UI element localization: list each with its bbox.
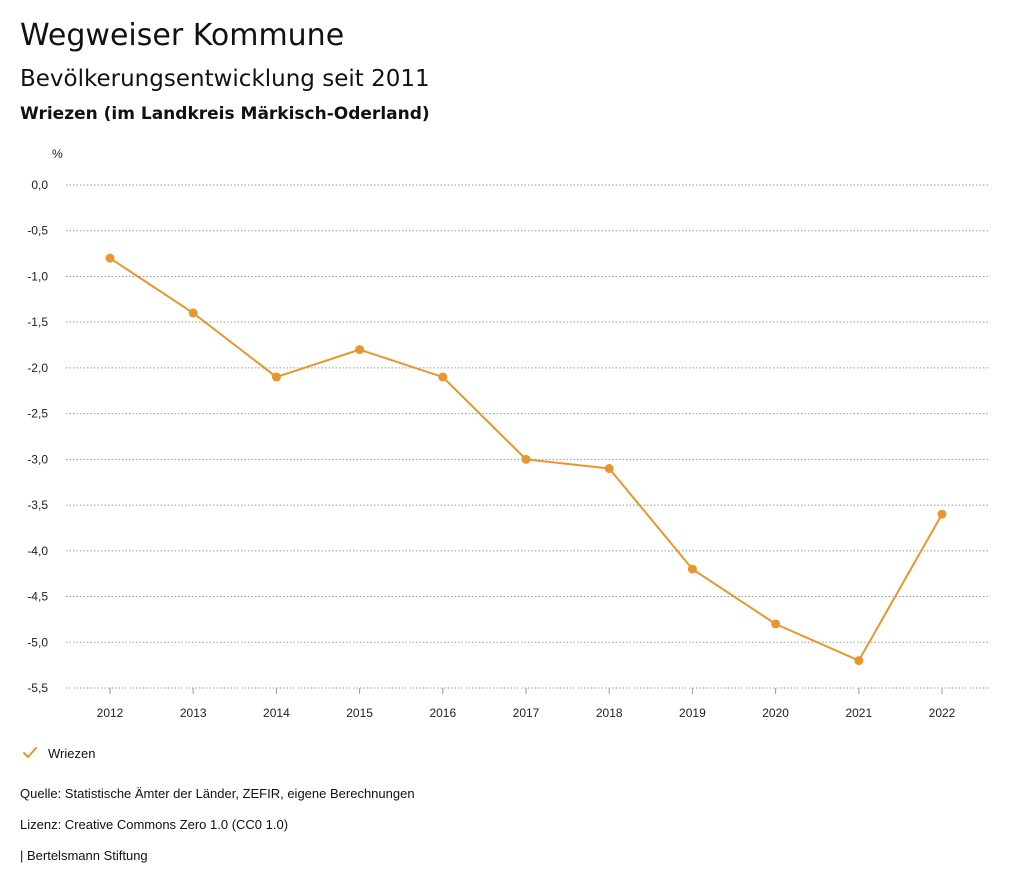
brand-note: | Bertelsmann Stiftung <box>20 848 148 863</box>
y-tick-label: -5,0 <box>27 635 48 649</box>
data-point <box>521 454 531 464</box>
x-tick-label: 2017 <box>513 706 540 720</box>
data-point <box>687 564 697 574</box>
y-tick-label: -5,5 <box>27 681 48 695</box>
x-tick-label: 2021 <box>845 706 872 720</box>
data-point <box>854 656 864 666</box>
y-tick-label: -2,0 <box>27 361 48 375</box>
region-label: Wriezen (im Landkreis Märkisch-Oderland) <box>20 104 430 124</box>
x-tick-label: 2018 <box>596 706 623 720</box>
data-point <box>604 464 614 474</box>
data-point <box>771 619 781 629</box>
check-icon <box>23 747 37 758</box>
y-tick-label: -3,5 <box>27 498 48 512</box>
y-tick-label: -4,0 <box>27 544 48 558</box>
y-tick-label: -2,5 <box>27 407 48 421</box>
y-tick-label: -1,5 <box>27 315 48 329</box>
legend-label: Wriezen <box>48 745 96 761</box>
y-tick-label: -4,5 <box>27 590 48 604</box>
chart-subtitle: Bevölkerungsentwicklung seit 2011 <box>20 66 430 92</box>
data-point <box>188 308 198 318</box>
x-tick-label: 2013 <box>180 706 207 720</box>
source-note: Quelle: Statistische Ämter der Länder, Z… <box>20 786 415 801</box>
data-point <box>937 509 947 519</box>
y-tick-label: -0,5 <box>27 224 48 238</box>
data-point <box>438 372 448 382</box>
x-tick-label: 2012 <box>97 706 124 720</box>
data-point <box>355 345 365 355</box>
x-tick-label: 2019 <box>679 706 706 720</box>
x-tick-label: 2014 <box>263 706 290 720</box>
license-note: Lizenz: Creative Commons Zero 1.0 (CC0 1… <box>20 817 289 832</box>
y-tick-label: 0,0 <box>31 178 48 192</box>
x-tick-label: 2022 <box>929 706 956 720</box>
y-axis-unit-label: % <box>52 147 63 161</box>
y-tick-label: -1,0 <box>27 269 48 283</box>
chart-title: Wegweiser Kommune <box>20 18 345 53</box>
y-tick-label: -3,0 <box>27 452 48 466</box>
x-tick-label: 2015 <box>346 706 373 720</box>
x-tick-label: 2016 <box>429 706 456 720</box>
data-point <box>271 372 281 382</box>
line-chart: % 0,0 -0,5 -1,0 -1,5 -2,0 -2,5 -3,0 -3,5 -4,0 -4,5… <box>27 147 990 720</box>
legend[interactable]: Wriezen <box>22 745 95 761</box>
data-point <box>105 253 115 263</box>
x-tick-label: 2020 <box>762 706 789 720</box>
